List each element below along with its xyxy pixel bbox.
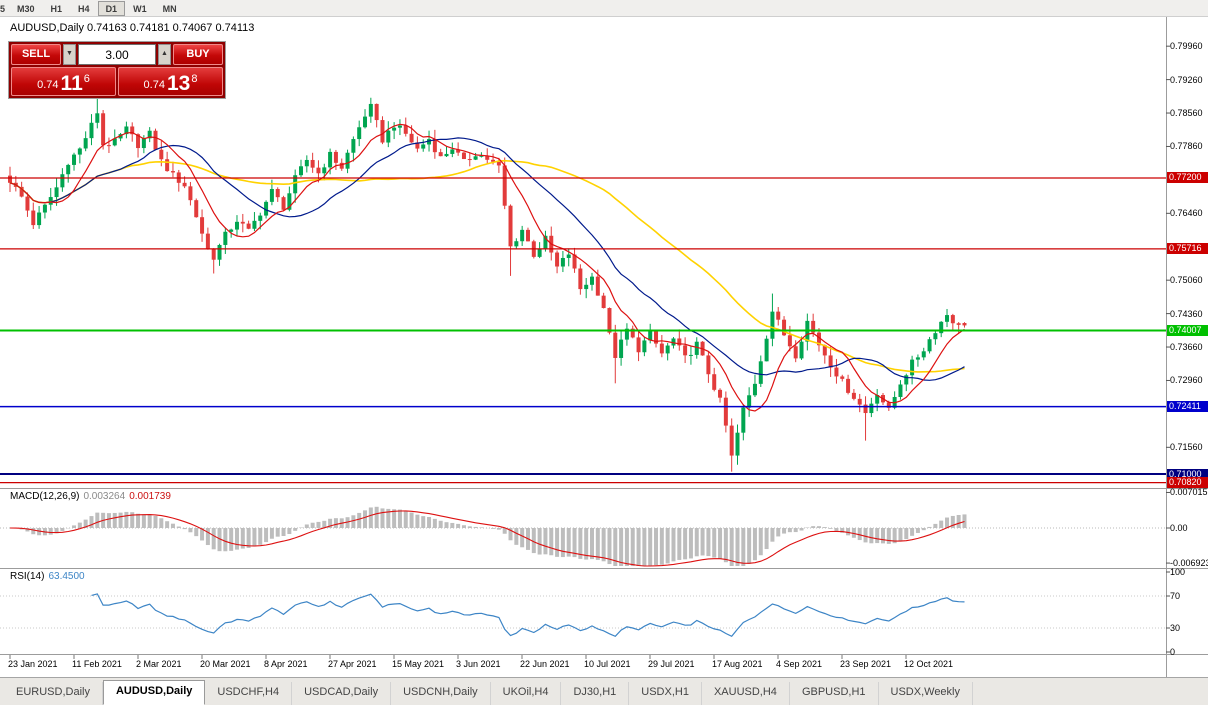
sell-button[interactable]: SELL (11, 44, 61, 65)
buy-price-point: 8 (191, 73, 198, 85)
buy-button[interactable]: BUY (173, 44, 223, 65)
chart-tab-gbpusd-h1[interactable]: GBPUSD,H1 (790, 682, 879, 705)
chart-tab-usdx-weekly[interactable]: USDX,Weekly (879, 682, 973, 705)
timeframe-button-h1[interactable]: H1 (50, 3, 63, 14)
rsi-line (91, 593, 965, 638)
ma-line-fast (9, 123, 965, 412)
chart-tab-usdchf-h4[interactable]: USDCHF,H4 (205, 682, 293, 705)
chart-tabs-bar: EURUSD,Daily AUDUSD,Daily USDCHF,H4 USDCAD,… (0, 677, 1208, 705)
macd-name: MACD(12,26,9) (10, 491, 80, 502)
macd-histogram (13, 506, 967, 566)
macd-indicator-label: MACD(12,26,9) 0.003264 0.001739 (10, 491, 175, 502)
timeframe-button-h4[interactable]: H4 (78, 3, 90, 14)
rsi-name: RSI(14) (10, 571, 45, 582)
rsi-value: 63.4500 (48, 571, 85, 582)
chart-tab-usdcad-daily[interactable]: USDCAD,Daily (292, 682, 392, 705)
volume-input[interactable] (78, 44, 156, 65)
sell-price-prefix: 0.74 (37, 79, 59, 91)
ma-line-slow (9, 159, 965, 373)
buy-price-pips: 13 (166, 72, 191, 95)
chart-tab-audusd-daily[interactable]: AUDUSD,Daily (102, 680, 206, 705)
volume-decrease-button[interactable]: ▼ (63, 44, 76, 65)
timeframe-button-mn[interactable]: MN (162, 3, 177, 14)
macd-main-value: 0.003264 (83, 491, 126, 502)
macd-signal-line (9, 510, 965, 567)
timeframe-button-5[interactable]: 5 (0, 3, 6, 14)
chart-ohlc-title: AUDUSD,Daily 0.74163 0.74181 0.74067 0.7… (10, 22, 255, 34)
chart-tab-ukoil-h4[interactable]: UKOil,H4 (491, 682, 562, 705)
timeframe-toolbar: 5 M30 H1 H4 D1 W1 MN (0, 0, 1208, 17)
chart-tab-dj30-h1[interactable]: DJ30,H1 (561, 682, 630, 705)
one-click-trading-panel: SELL ▼ ▲ BUY 0.74 11 6 0.74 13 8 (8, 41, 226, 99)
volume-increase-button[interactable]: ▲ (158, 44, 171, 65)
chart-tab-eurusd-daily[interactable]: EURUSD,Daily (4, 682, 103, 705)
candlestick-series (8, 95, 967, 472)
chart-tab-xauusd-h4[interactable]: XAUUSD,H4 (702, 682, 790, 705)
sell-price-pips: 11 (60, 72, 83, 95)
chart-tab-usdcnh-daily[interactable]: USDCNH,Daily (391, 682, 491, 705)
buy-price[interactable]: 0.74 13 8 (118, 67, 223, 96)
rsi-indicator-label: RSI(14) 63.4500 (10, 571, 89, 582)
sell-price[interactable]: 0.74 11 6 (11, 67, 116, 96)
trade-panel-top-row: SELL ▼ ▲ BUY (11, 44, 223, 65)
timeframe-button-w1[interactable]: W1 (133, 3, 147, 14)
timeframe-button-m30[interactable]: M30 (17, 3, 35, 14)
timeframe-button-d1[interactable]: D1 (97, 0, 126, 16)
buy-price-prefix: 0.74 (143, 79, 165, 91)
trade-panel-price-row: 0.74 11 6 0.74 13 8 (11, 67, 223, 96)
macd-signal-value: 0.001739 (129, 491, 171, 502)
chart-tab-usdx-h1[interactable]: USDX,H1 (629, 682, 702, 705)
sell-price-point: 6 (83, 73, 90, 85)
